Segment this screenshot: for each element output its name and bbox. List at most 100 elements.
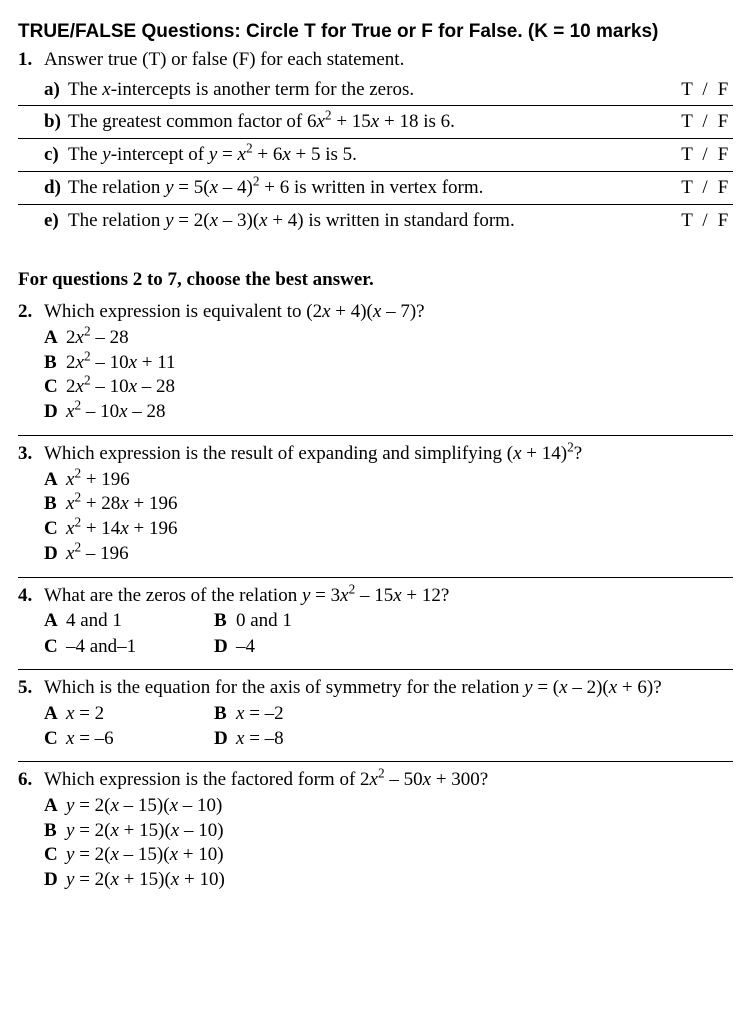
mc-option-letter: A: [44, 326, 66, 350]
mc-option-text: y = 2(x – 15)(x + 10): [66, 843, 224, 867]
tf-row: e)The relation y = 2(x – 3)(x + 4) is wr…: [18, 205, 733, 237]
choice-slash: /: [697, 110, 713, 134]
mc-question: 6.Which expression is the factored form …: [18, 762, 733, 903]
tf-row: c)The y-intercept of y = x2 + 6x + 5 is …: [18, 139, 733, 172]
mc-option-text: x2 + 28x + 196: [66, 492, 177, 516]
mc-option[interactable]: Bx2 + 28x + 196: [44, 492, 733, 516]
choice-false[interactable]: F: [713, 110, 733, 134]
tf-choice[interactable]: T/F: [633, 143, 733, 167]
mc-option[interactable]: Dx2 – 196: [44, 542, 733, 566]
mc-option[interactable]: Ax2 + 196: [44, 468, 733, 492]
choice-true[interactable]: T: [677, 143, 697, 167]
mc-option-text: y = 2(x + 15)(x – 10): [66, 819, 224, 843]
mc-option[interactable]: Dx2 – 10x – 28: [44, 400, 733, 424]
mc-option-letter: D: [214, 727, 236, 751]
tf-item-text: The relation y = 5(x – 4)2 + 6 is writte…: [68, 176, 633, 200]
choice-false[interactable]: F: [713, 78, 733, 102]
mc-question: 4.What are the zeros of the relation y =…: [18, 578, 733, 670]
mc-options: Ay = 2(x – 15)(x – 10)By = 2(x + 15)(x –…: [18, 794, 733, 892]
mc-option-letter: D: [44, 542, 66, 566]
mc-option[interactable]: A4 and 1: [44, 609, 214, 633]
tf-item-text: The greatest common factor of 6x2 + 15x …: [68, 110, 633, 134]
q1-instruction: Answer true (T) or false (F) for each st…: [44, 48, 404, 72]
choice-slash: /: [697, 209, 713, 233]
mc-option-letter: B: [44, 492, 66, 516]
mc-option-text: x = –6: [66, 727, 114, 751]
mc-option-letter: C: [44, 635, 66, 659]
mc-question: 5.Which is the equation for the axis of …: [18, 670, 733, 762]
mc-question: 2.Which expression is equivalent to (2x …: [18, 294, 733, 436]
tf-row: b)The greatest common factor of 6x2 + 15…: [18, 106, 733, 139]
tf-choice[interactable]: T/F: [633, 78, 733, 102]
mc-option[interactable]: Cy = 2(x – 15)(x + 10): [44, 843, 733, 867]
mc-option-letter: C: [44, 375, 66, 399]
mc-option-text: x2 – 10x – 28: [66, 400, 166, 424]
choice-true[interactable]: T: [677, 209, 697, 233]
mc-stem: Which expression is the factored form of…: [44, 768, 733, 792]
mc-option[interactable]: Cx2 + 14x + 196: [44, 517, 733, 541]
mc-option[interactable]: Ay = 2(x – 15)(x – 10): [44, 794, 733, 818]
mc-stem: Which expression is the result of expand…: [44, 442, 733, 466]
mc-option[interactable]: By = 2(x + 15)(x – 10): [44, 819, 733, 843]
tf-choice[interactable]: T/F: [633, 209, 733, 233]
tf-item-label: d): [44, 176, 68, 200]
mc-option-letter: D: [214, 635, 236, 659]
mc-option-letter: D: [44, 400, 66, 424]
mc-option-text: 2x2 – 10x – 28: [66, 375, 175, 399]
mc-options: A2x2 – 28B2x2 – 10x + 11C2x2 – 10x – 28D…: [18, 326, 733, 424]
tf-item-label: b): [44, 110, 68, 134]
mc-option[interactable]: Cx = –6: [44, 727, 214, 751]
mc-number: 6.: [18, 768, 44, 792]
mc-option[interactable]: Ax = 2: [44, 702, 214, 726]
mc-option[interactable]: C–4 and–1: [44, 635, 214, 659]
mc-option-text: x = –2: [236, 702, 284, 726]
mc-option[interactable]: Dx = –8: [214, 727, 384, 751]
mc-option-text: –4 and–1: [66, 635, 136, 659]
mc-number: 2.: [18, 300, 44, 324]
mc-option-letter: A: [44, 609, 66, 633]
mc-option-text: x2 + 196: [66, 468, 130, 492]
mc-options: Ax2 + 196Bx2 + 28x + 196Cx2 + 14x + 196D…: [18, 468, 733, 566]
mc-question: 3.Which expression is the result of expa…: [18, 436, 733, 578]
mc-option[interactable]: D–4: [214, 635, 384, 659]
mc-option-letter: C: [44, 517, 66, 541]
mc-option[interactable]: B2x2 – 10x + 11: [44, 351, 733, 375]
mc-option-text: –4: [236, 635, 255, 659]
mc-option[interactable]: C2x2 – 10x – 28: [44, 375, 733, 399]
mc-option[interactable]: A2x2 – 28: [44, 326, 733, 350]
mc-option[interactable]: Bx = –2: [214, 702, 384, 726]
tf-item-text: The x-intercepts is another term for the…: [68, 78, 633, 102]
mc-instruction: For questions 2 to 7, choose the best an…: [18, 268, 733, 292]
choice-false[interactable]: F: [713, 176, 733, 200]
choice-slash: /: [697, 78, 713, 102]
choice-false[interactable]: F: [713, 143, 733, 167]
mc-option-text: y = 2(x + 15)(x + 10): [66, 868, 225, 892]
mc-option-text: x2 – 196: [66, 542, 129, 566]
mc-option[interactable]: Dy = 2(x + 15)(x + 10): [44, 868, 733, 892]
choice-true[interactable]: T: [677, 110, 697, 134]
tf-choice[interactable]: T/F: [633, 176, 733, 200]
mc-option-text: x2 + 14x + 196: [66, 517, 177, 541]
tf-item-label: e): [44, 209, 68, 233]
tf-item-text: The relation y = 2(x – 3)(x + 4) is writ…: [68, 209, 633, 233]
mc-option[interactable]: B0 and 1: [214, 609, 384, 633]
tf-choice[interactable]: T/F: [633, 110, 733, 134]
mc-option-letter: A: [44, 702, 66, 726]
mc-option-letter: B: [44, 819, 66, 843]
mc-option-text: x = –8: [236, 727, 284, 751]
choice-true[interactable]: T: [677, 78, 697, 102]
mc-stem: Which is the equation for the axis of sy…: [44, 676, 733, 700]
mc-stem: What are the zeros of the relation y = 3…: [44, 584, 733, 608]
mc-option-text: x = 2: [66, 702, 104, 726]
mc-option-text: y = 2(x – 15)(x – 10): [66, 794, 222, 818]
choice-false[interactable]: F: [713, 209, 733, 233]
choice-true[interactable]: T: [677, 176, 697, 200]
mc-option-letter: C: [44, 843, 66, 867]
tf-row: a)The x-intercepts is another term for t…: [18, 74, 733, 107]
tf-item-label: c): [44, 143, 68, 167]
tf-item-label: a): [44, 78, 68, 102]
mc-option-letter: A: [44, 794, 66, 818]
tf-item-text: The y-intercept of y = x2 + 6x + 5 is 5.: [68, 143, 633, 167]
mc-options: A4 and 1B0 and 1C–4 and–1D–4: [18, 609, 733, 659]
mc-number: 4.: [18, 584, 44, 608]
